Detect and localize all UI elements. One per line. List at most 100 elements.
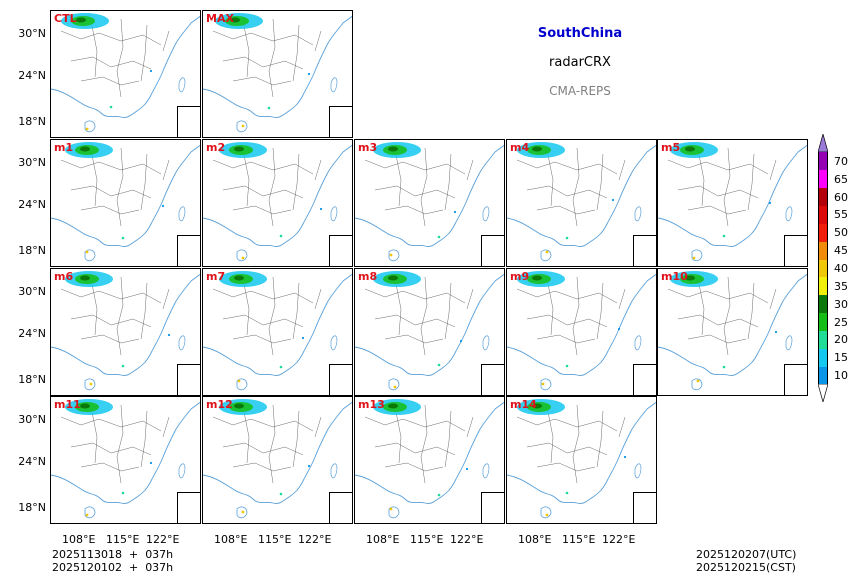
- lon-tick-label: 115°E: [106, 533, 140, 546]
- map-canvas: [51, 13, 200, 133]
- radar-echo-scatter: [267, 106, 271, 110]
- radar-echo-scatter: [722, 365, 726, 369]
- south-china-sea-inset: [784, 364, 807, 395]
- map-canvas: [203, 399, 352, 519]
- taiwan-island: [330, 77, 338, 93]
- radar-echo-scatter: [696, 379, 700, 383]
- south-china-sea-inset: [633, 235, 656, 266]
- radar-echo-dark: [234, 146, 244, 152]
- lat-tick-label: 30°N: [18, 285, 46, 298]
- radar-echo-scatter: [241, 510, 245, 514]
- radar-echo-scatter: [565, 236, 569, 240]
- south-china-sea-inset: [633, 364, 656, 395]
- lon-tick-label: 122°E: [146, 533, 180, 546]
- taiwan-island: [178, 77, 186, 93]
- colorbar-segment: [818, 366, 828, 385]
- taiwan-island: [330, 335, 338, 351]
- panel-label: m6: [54, 270, 74, 283]
- hainan-island: [540, 249, 552, 262]
- map-canvas: [51, 271, 200, 391]
- radar-echo-scatter: [453, 210, 457, 214]
- map-panel-m13: m13: [354, 396, 505, 524]
- panel-label: m2: [206, 141, 226, 154]
- radar-echo-scatter: [279, 365, 283, 369]
- radar-echo-scatter: [768, 201, 772, 205]
- hainan-island: [236, 120, 248, 133]
- colorbar-max-arrow: [818, 134, 828, 152]
- south-china-sea-inset: [177, 235, 200, 266]
- south-china-sea-inset: [329, 106, 352, 137]
- province-borders: [212, 18, 322, 98]
- map-panel-m6: m6: [50, 268, 201, 396]
- coastline: [355, 144, 504, 247]
- coastline: [355, 401, 504, 504]
- radar-echo-dark: [532, 403, 542, 409]
- lat-tick-label: 30°N: [18, 156, 46, 169]
- map-panel-m8: m8: [354, 268, 505, 396]
- south-china-sea-inset: [329, 235, 352, 266]
- taiwan-island: [330, 206, 338, 222]
- radar-echo-dark: [80, 275, 90, 281]
- taiwan-island: [330, 463, 338, 479]
- colorbar-segment: [818, 223, 828, 242]
- colorbar-segment: [818, 348, 828, 367]
- taiwan-island: [482, 206, 490, 222]
- panel-label: m10: [661, 270, 688, 283]
- map-panel-m7: m7: [202, 268, 353, 396]
- taiwan-island: [634, 463, 642, 479]
- colorbar-level-label: 70: [834, 154, 848, 168]
- radar-echo-dark: [685, 275, 695, 281]
- panel-label: m11: [54, 398, 81, 411]
- province-borders: [364, 147, 474, 227]
- hainan-island: [540, 378, 552, 391]
- coastline: [355, 273, 504, 376]
- lat-tick-label: 24°N: [18, 69, 46, 82]
- colorbar-level-label: 15: [834, 351, 848, 365]
- colorbar-segment: [818, 259, 828, 278]
- lat-tick-label: 30°N: [18, 413, 46, 426]
- lon-tick-label: 108°E: [62, 533, 96, 546]
- radar-echo-scatter: [565, 364, 569, 368]
- radar-echo-scatter: [545, 250, 549, 254]
- map-canvas: [355, 399, 504, 519]
- hainan-island: [84, 120, 96, 133]
- coastline: [507, 144, 656, 247]
- radar-echo-dark: [76, 17, 86, 23]
- lat-tick-label: 18°N: [18, 501, 46, 514]
- coastline: [203, 144, 352, 247]
- radar-echo-scatter: [149, 461, 153, 465]
- radar-echo-scatter: [237, 379, 241, 383]
- radar-echo-dark: [80, 403, 90, 409]
- radar-echo-scatter: [307, 72, 311, 76]
- lon-tick-label: 115°E: [258, 533, 292, 546]
- radar-echo-scatter: [301, 336, 305, 340]
- hainan-island: [236, 249, 248, 262]
- map-canvas: [51, 399, 200, 519]
- panel-label: m5: [661, 141, 681, 154]
- map-canvas: [203, 13, 352, 133]
- map-canvas: [203, 142, 352, 262]
- radar-echo-scatter: [85, 127, 89, 131]
- taiwan-island: [634, 335, 642, 351]
- province-borders: [667, 276, 777, 356]
- colorbar-segment: [818, 330, 828, 349]
- coastline: [51, 273, 200, 376]
- panel-label: m8: [358, 270, 378, 283]
- radar-echo-scatter: [389, 253, 393, 257]
- map-panel-m12: m12: [202, 396, 353, 524]
- south-china-sea-inset: [481, 364, 504, 395]
- radar-echo-scatter: [437, 363, 441, 367]
- south-china-sea-inset: [481, 492, 504, 523]
- lat-tick-label: 24°N: [18, 198, 46, 211]
- map-panel-m2: m2: [202, 139, 353, 267]
- colorbar-arrow-bottom: [818, 384, 828, 402]
- lat-tick-label: 30°N: [18, 27, 46, 40]
- radar-echo-scatter: [465, 467, 469, 471]
- lon-tick-label: 115°E: [562, 533, 596, 546]
- radar-echo-scatter: [623, 455, 627, 459]
- colorbar-segment: [818, 312, 828, 331]
- south-china-sea-inset: [177, 106, 200, 137]
- radar-echo-dark: [230, 17, 240, 23]
- province-borders: [60, 404, 170, 484]
- south-china-sea-inset: [329, 492, 352, 523]
